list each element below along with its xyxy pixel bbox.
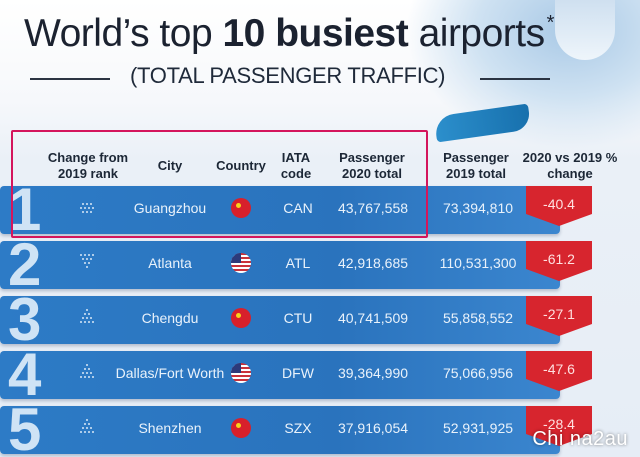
table-row: 3 Chengdu CTU 40,741,509 55,858,552 -27.1 [0,290,640,350]
city-cell: Guangzhou [133,200,207,216]
row-band [0,351,560,399]
row-band [0,186,560,234]
highlight-frame [11,130,428,238]
rank-number: 4 [8,341,41,408]
p2019-cell: 73,394,810 [442,200,514,216]
header: World’s top 10 busiest airports * (TOTAL … [0,0,640,150]
col-header-iata: IATA code [280,150,312,181]
up-rank-icon [78,364,96,382]
p2019-cell: 75,066,956 [442,365,514,381]
table-row: 1 Guangzhou CAN 43,767,558 73,394,810 -40.4 [0,180,640,240]
table-row: 4 Dallas/Fort Worth DFW 39,364,990 75,066,95… [0,345,640,405]
iata-cell: ATL [285,255,311,271]
airplane-body [555,0,615,60]
p2019-cell: 52,931,925 [442,420,514,436]
row-band [0,241,560,289]
airplane-decoration [405,0,640,150]
city-cell: Dallas/Fort Worth [115,365,225,381]
pct-change-value: -61.2 [543,251,575,267]
iata-cell: CTU [283,310,313,326]
p2020-cell: 42,918,685 [337,255,409,271]
cn-flag-icon [231,418,251,438]
pct-change-value: -27.1 [543,306,575,322]
subtitle-rule-left [30,78,110,80]
subtitle-row: (TOTAL PASSENGER TRAFFIC) [30,63,550,93]
subtitle: (TOTAL PASSENGER TRAFFIC) [130,63,446,88]
p2020-cell: 43,767,558 [337,200,409,216]
rank-number: 1 [8,176,41,243]
watermark: Chi na2au [532,428,628,450]
pct-change-value: -28.4 [543,416,575,432]
pct-change-value: -40.4 [543,196,575,212]
p2019-cell: 110,531,300 [439,255,517,271]
col-header-pct: 2020 vs 2019 % change [522,150,618,181]
col-header-p2019: Passenger 2019 total [443,150,509,181]
city-cell: Chengdu [141,310,199,326]
col-header-p2020: Passenger 2020 total [339,150,405,181]
col-header-country: Country [216,158,266,173]
iata-cell: DFW [282,365,314,381]
cn-flag-icon [231,198,251,218]
table-row: 5 Shenzhen SZX 37,916,054 52,931,925 -28.4 [0,400,640,457]
pct-change-value: -47.6 [543,361,575,377]
up-rank-icon [78,419,96,437]
p2020-cell: 37,916,054 [337,420,409,436]
subtitle-rule-right [480,78,550,80]
us-flag-icon [231,253,251,273]
airplane-wing [433,103,532,143]
down-rank-icon [78,254,96,272]
iata-cell: SZX [284,420,312,436]
row-band [0,296,560,344]
p2019-cell: 55,858,552 [442,310,514,326]
p2020-cell: 39,364,990 [337,365,409,381]
table-row: 2 Atlanta ATL 42,918,685 110,531,300 -61.2 [0,235,640,295]
city-cell: Atlanta [148,255,192,271]
rank-number: 5 [8,396,41,457]
rank-number: 3 [8,286,41,353]
up-rank-icon [78,309,96,327]
rank-number: 2 [8,231,41,298]
page-title: World’s top 10 busiest airports * [24,12,554,55]
row-band [0,406,560,454]
col-header-change: Change from 2019 rank [47,150,129,181]
us-flag-icon [231,363,251,383]
iata-cell: CAN [283,200,313,216]
p2020-cell: 40,741,509 [337,310,409,326]
cn-flag-icon [231,308,251,328]
city-cell: Shenzhen [138,420,202,436]
same-rank-icon [78,199,96,217]
col-header-city: City [157,158,183,173]
